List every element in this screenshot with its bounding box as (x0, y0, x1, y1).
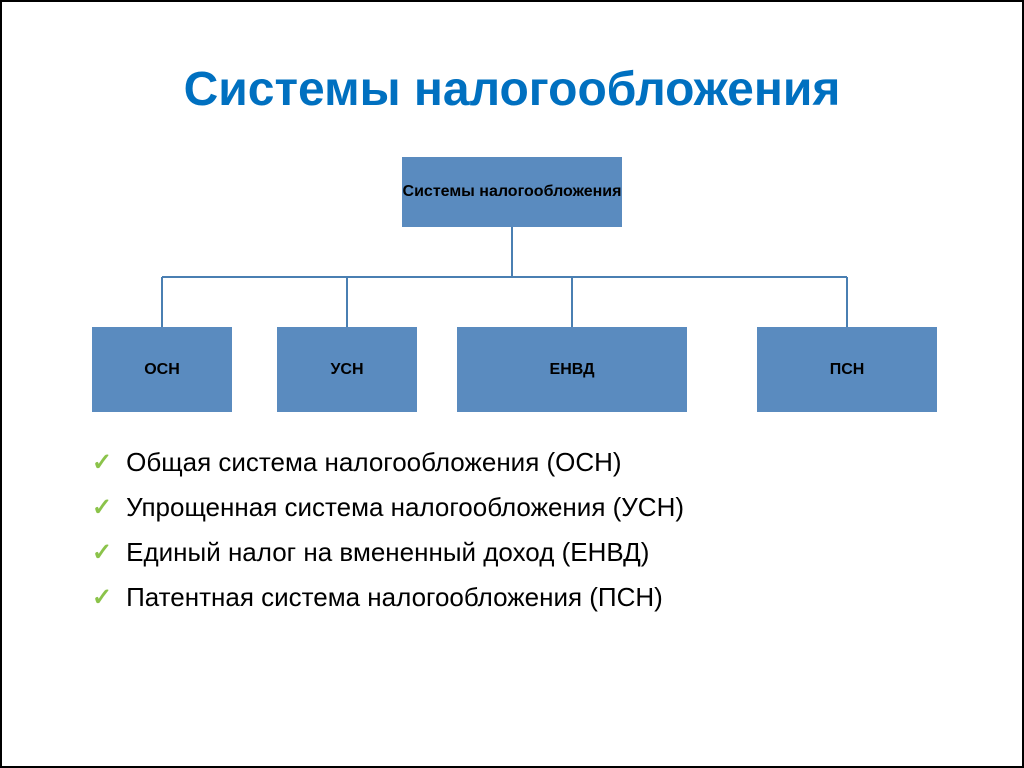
chart-child-node: ОСН (92, 327, 232, 412)
list-item-text: Единый налог на вмененный доход (ЕНВД) (126, 537, 649, 568)
connector (571, 277, 573, 327)
slide: Системы налогообложения Системы налогооб… (2, 2, 1022, 766)
list-item-text: Патентная система налогообложения (ПСН) (126, 582, 663, 613)
list-item-text: Общая система налогообложения (ОСН) (126, 447, 622, 478)
connector (162, 276, 847, 278)
connector (511, 227, 513, 277)
slide-title: Системы налогообложения (72, 62, 952, 117)
check-icon: ✓ (92, 493, 112, 522)
connector (346, 277, 348, 327)
chart-child-node: УСН (277, 327, 417, 412)
list-item: ✓ Упрощенная система налогообложения (УСН… (92, 492, 952, 523)
list-item-text: Упрощенная система налогообложения (УСН) (126, 492, 684, 523)
check-icon: ✓ (92, 448, 112, 477)
chart-root-node: Системы налогообложения (402, 157, 622, 227)
org-chart: Системы налогообложения ОСН УСН ЕНВД ПСН (82, 157, 942, 417)
list-item: ✓ Патентная система налогообложения (ПСН) (92, 582, 952, 613)
list-item: ✓ Единый налог на вмененный доход (ЕНВД) (92, 537, 952, 568)
chart-child-node: ЕНВД (457, 327, 687, 412)
connector (846, 277, 848, 327)
chart-child-node: ПСН (757, 327, 937, 412)
check-icon: ✓ (92, 538, 112, 567)
bullet-list: ✓ Общая система налогообложения (ОСН) ✓ Упр… (72, 447, 952, 613)
list-item: ✓ Общая система налогообложения (ОСН) (92, 447, 952, 478)
check-icon: ✓ (92, 583, 112, 612)
connector (161, 277, 163, 327)
